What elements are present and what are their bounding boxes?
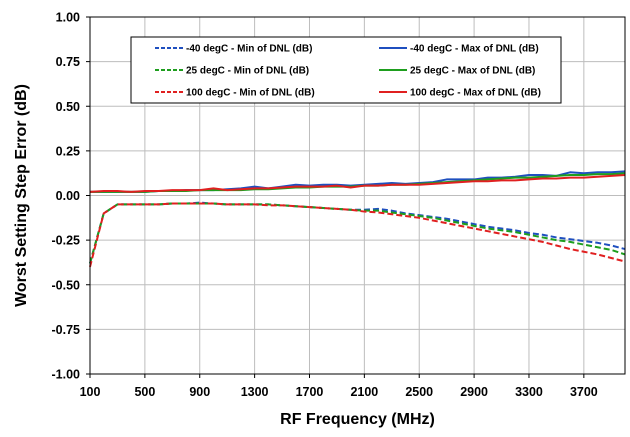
legend-entry-label: 100 degC - Min of DNL (dB): [186, 88, 315, 99]
x-tick-label: 900: [189, 385, 210, 399]
x-tick-label: 2100: [350, 385, 378, 399]
x-tick-label: 1700: [296, 385, 324, 399]
y-tick-label: 0.75: [56, 55, 80, 69]
series-line: [90, 172, 626, 193]
legend-entry-label: 25 degC - Max of DNL (dB): [410, 66, 535, 77]
series-line: [89, 173, 626, 193]
axis-ticks: 100 500 900 1300 1700 2100 2500 2900 3300 3700 -1.…: [52, 11, 598, 400]
y-tick-label: -0.50: [52, 278, 81, 292]
legend: -40 degC - Min of DNL (dB) -40 degC - Max…: [130, 36, 562, 104]
legend-entry-label: 25 degC - Min of DNL (dB): [186, 66, 309, 77]
x-tick-label: 100: [80, 385, 101, 399]
x-tick-label: 3700: [570, 385, 598, 399]
series-lines: [89, 170, 626, 268]
x-tick-label: 2500: [405, 385, 433, 399]
legend-entry-label: -40 degC - Max of DNL (dB): [410, 44, 539, 55]
y-axis-label: Worst Setting Step Error (dB): [13, 84, 30, 307]
legend-entry-label: -40 degC - Min of DNL (dB): [186, 44, 312, 55]
x-tick-label: 3300: [515, 385, 543, 399]
x-axis-label: RF Frequency (MHz): [280, 411, 435, 428]
series-line: [90, 170, 626, 193]
y-tick-label: 0.50: [56, 100, 80, 114]
y-tick-label: 0.00: [56, 189, 80, 203]
legend-box: [130, 36, 562, 104]
x-tick-label: 2900: [460, 385, 488, 399]
series-line: [89, 202, 626, 264]
series-line: [89, 201, 626, 264]
y-tick-label: -0.25: [52, 234, 81, 248]
y-tick-label: -1.00: [52, 368, 81, 382]
y-tick-label: 1.00: [56, 11, 80, 25]
legend-entry-label: 100 degC - Max of DNL (dB): [410, 88, 541, 99]
series-line: [89, 202, 626, 268]
y-tick-label: -0.75: [52, 323, 81, 337]
y-tick-label: 0.25: [56, 144, 80, 158]
x-tick-label: 500: [134, 385, 155, 399]
x-tick-label: 1300: [241, 385, 269, 399]
